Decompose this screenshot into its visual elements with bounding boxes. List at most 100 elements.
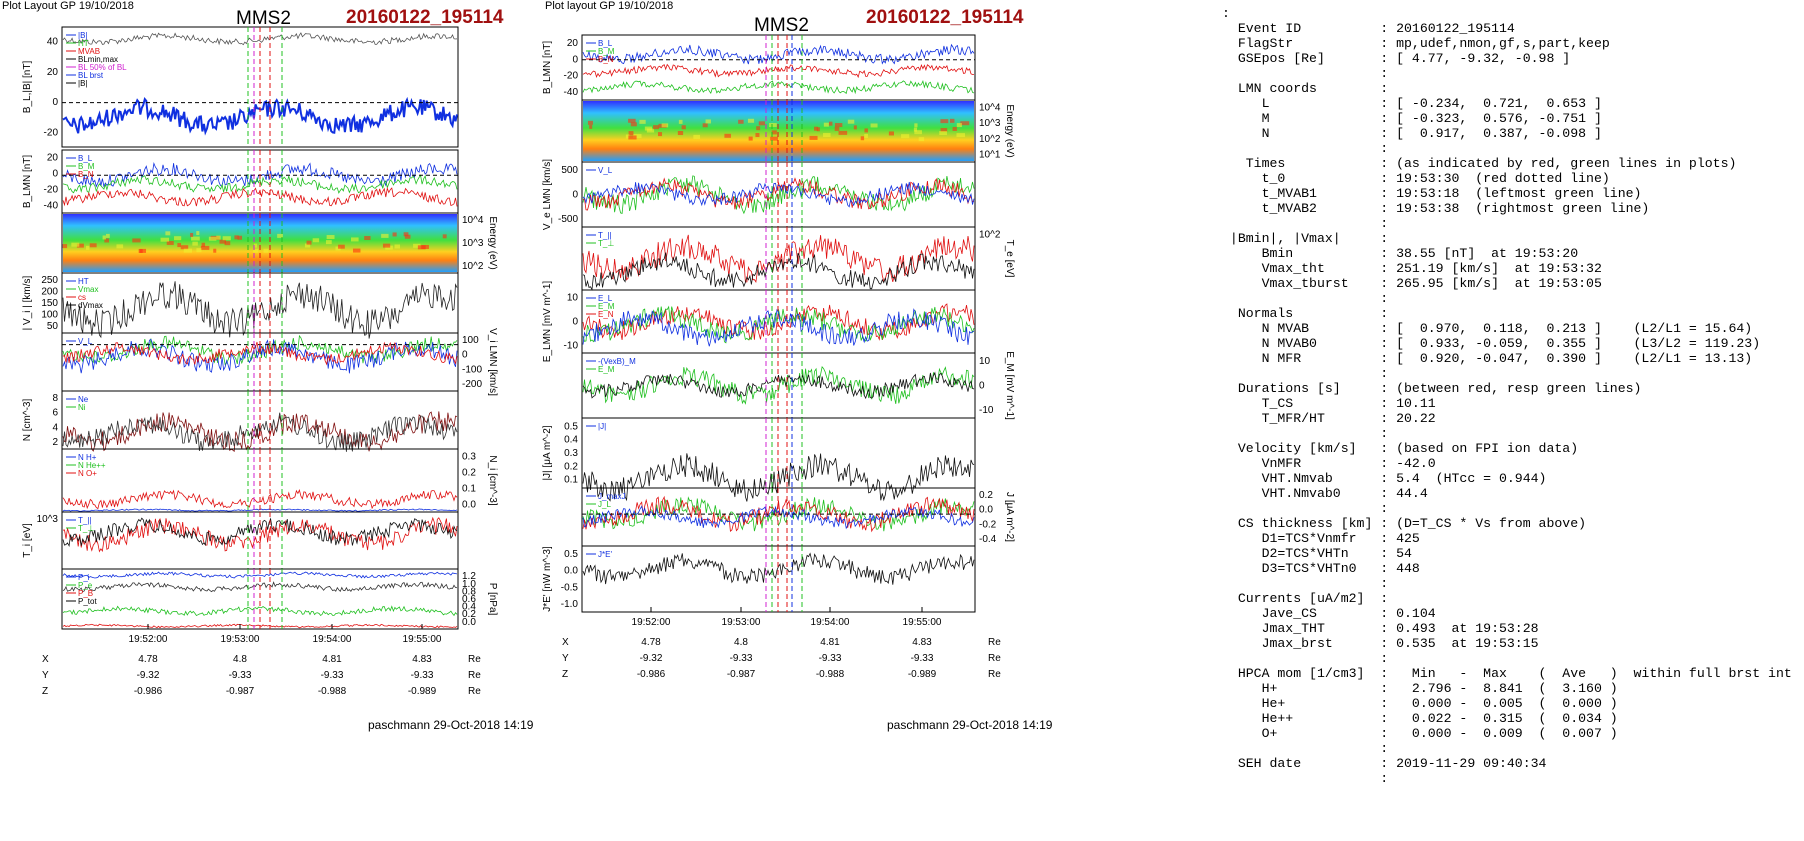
left-ytick-label: 250	[41, 275, 58, 286]
info-line: VHT.Nmvab : 5.4 (HTcc = 0.944)	[1222, 471, 1547, 486]
left-legend-label: HT	[78, 39, 89, 48]
middle-coord-value: -9.33	[911, 653, 934, 664]
middle-right-tick-label: -0.4	[979, 534, 997, 545]
left-legend-label: Vmax	[78, 285, 98, 294]
left-legend-label: T_⊥	[78, 524, 94, 533]
middle-ytick-label: 0.5	[564, 549, 578, 560]
info-line: SEH date : 2019-11-29 09:40:34	[1222, 756, 1547, 771]
left-series-line	[62, 605, 458, 617]
middle-legend-label: J*E'	[598, 550, 612, 559]
info-line: Normals :	[1222, 306, 1389, 321]
middle-legend-label: B_M	[598, 47, 615, 56]
left-event-title: 20160122_195114	[346, 7, 504, 28]
left-right-tick-label: 0.3	[462, 452, 476, 463]
left-legend-label: Ne	[78, 395, 89, 404]
left-right-tick-label: 1.2	[462, 571, 476, 582]
left-right-tick-label: 0	[462, 350, 468, 361]
left-right-label: Energy (eV)	[487, 216, 498, 269]
middle-coord-value: -0.989	[908, 669, 937, 680]
info-line: N MVAB : [ 0.970, 0.118, 0.213 ] (L2/L1 …	[1222, 321, 1753, 336]
middle-ytick-label: 20	[567, 38, 579, 49]
left-coord-value: 4.78	[138, 654, 158, 665]
left-right-tick-label: 0.0	[462, 617, 476, 628]
info-line: Jmax_brst : 0.535 at 19:53:15	[1222, 636, 1539, 651]
left-coord-value: 4.83	[412, 654, 432, 665]
middle-ytick-label: -40	[564, 87, 579, 98]
left-coord-value: -9.33	[321, 670, 344, 681]
middle-series-line	[582, 234, 975, 284]
middle-ytick-label: 0.3	[564, 448, 578, 459]
info-line: :	[1222, 291, 1389, 306]
middle-panel-1: 20 0 -20 -40 B_LMN [nT] B_LB_MB_N	[542, 34, 976, 101]
left-right-tick-label: 0.2	[462, 468, 476, 479]
info-line: Jmax_THT : 0.493 at 19:53:28	[1222, 621, 1539, 636]
middle-legend-label: -(VexB)_M	[598, 357, 636, 366]
middle-ytick-label: -1.0	[561, 599, 579, 610]
middle-series-line	[582, 371, 975, 400]
left-series-line	[62, 334, 458, 366]
left-legend-label: BL brst	[78, 71, 104, 80]
middle-series-line	[582, 496, 975, 532]
middle-legend-label: |J|	[598, 422, 606, 431]
info-line: Bmin : 38.55 [nT] at 19:53:20	[1222, 246, 1579, 261]
middle-ytick-label: -10	[564, 340, 579, 351]
middle-right-tick-label: 0.0	[979, 505, 993, 516]
left-legend-label: HT	[78, 277, 89, 286]
middle-right-label: Energy (eV)	[1004, 104, 1015, 157]
left-ytick-label: 200	[41, 287, 58, 298]
left-legend-label: B_N	[78, 170, 94, 179]
middle-coord-label: Y	[562, 653, 569, 664]
left-legend-label: dVmax	[78, 301, 103, 310]
left-right-tick-label: 0.0	[462, 499, 476, 510]
info-line: :	[1222, 6, 1230, 21]
left-right-tick-label: 0.2	[462, 609, 476, 620]
info-line: Event ID : 20160122_195114	[1222, 21, 1515, 36]
left-ylabel: T_i [eV]	[22, 523, 33, 558]
middle-right-label: E_M [mV m^-1]	[1004, 351, 1015, 420]
left-legend-label: BLmin,max	[78, 55, 118, 64]
middle-legend-label: E_L	[598, 294, 613, 303]
middle-header: Plot layout GP 19/10/2018	[545, 0, 674, 12]
left-panel-8: 10^3 T_i [eV] T_||T_⊥	[22, 511, 459, 570]
info-line: He+ : 0.000 - 0.005 ( 0.000 )	[1222, 696, 1618, 711]
info-line: t_MVAB2 : 19:53:38 (rightmost green line…	[1222, 201, 1650, 216]
middle-ytick-label: 0	[572, 54, 578, 65]
info-line: :	[1222, 501, 1389, 516]
left-panel-7: 0.3 0.2 0.1 0.0 N_i [cm^-3] N H+N He++N O+	[61, 448, 498, 513]
info-line: GSEpos [Re] : [ 4.77, -9.32, -0.98 ]	[1222, 51, 1571, 66]
left-series-line	[62, 174, 458, 194]
left-ytick-label: 0	[52, 169, 58, 180]
middle-series-line	[582, 308, 975, 347]
middle-right-tick-label: 10^2	[979, 230, 1001, 241]
middle-legend-label: B_L	[598, 39, 613, 48]
left-legend-label: N H+	[78, 453, 97, 462]
middle-panel-3: 500 0 -500 V_e LMN [km/s] V_L	[542, 159, 976, 230]
left-right-tick-label: -100	[462, 364, 482, 375]
middle-panel-5: 10 0 -10 E_LMN [mV m^-1] E_LE_ME_N	[542, 281, 976, 363]
info-line: :	[1222, 576, 1389, 591]
middle-right-tick-label: 10	[979, 356, 991, 367]
left-ytick-label: 20	[47, 67, 59, 78]
middle-ytick-label: 500	[561, 165, 578, 176]
left-coord-value: 4.81	[322, 654, 342, 665]
middle-ytick-label: 10	[567, 293, 579, 304]
info-line: VnMFR : -42.0	[1222, 456, 1436, 471]
info-line: L : [ -0.234, 0.721, 0.653 ]	[1222, 96, 1602, 111]
left-time-tick-label: 19:53:00	[221, 634, 260, 645]
left-coord-value: 4.8	[233, 654, 247, 665]
info-line: LMN coords :	[1222, 81, 1389, 96]
info-line: :	[1222, 651, 1389, 666]
middle-coord-unit: Re	[988, 653, 1001, 664]
left-legend-label: BL 50% of BL	[78, 63, 127, 72]
middle-ytick-label: -0.5	[561, 582, 579, 593]
middle-panel-2: 10^4 10^3 10^2 10^1 Energy (eV)	[581, 99, 1015, 163]
middle-ylabel: E_LMN [mV m^-1]	[542, 281, 553, 363]
left-right-tick-label: 100	[462, 335, 479, 346]
info-line: T_CS : 10.11	[1222, 396, 1436, 411]
middle-series-line	[582, 366, 975, 405]
info-line: HPCA mom [1/cm3] : Min - Max ( Ave ) wit…	[1222, 666, 1792, 681]
left-ytick-label: 6	[52, 408, 58, 419]
info-line: Durations [s] : (between red, resp green…	[1222, 381, 1642, 396]
